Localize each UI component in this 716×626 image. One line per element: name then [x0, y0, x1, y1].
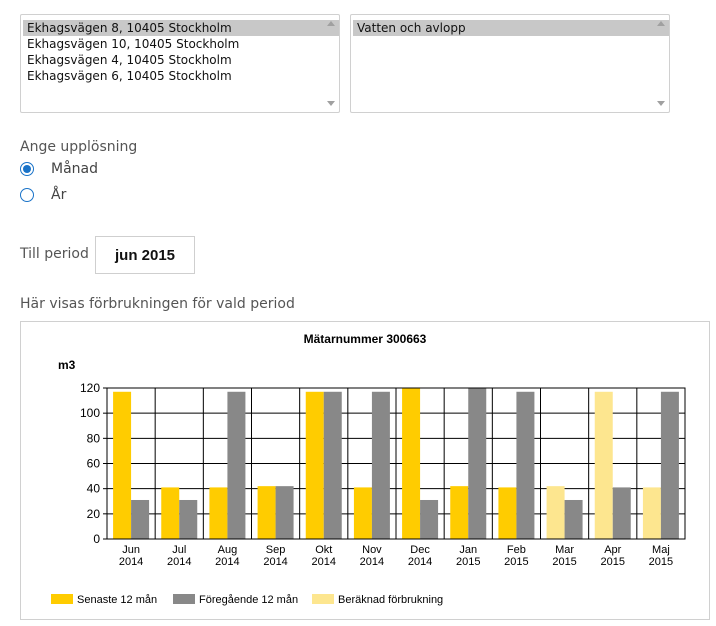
- bar-beraknad: [642, 487, 661, 539]
- bar-foregaende: [179, 499, 198, 539]
- x-tick-label: 2015: [456, 556, 480, 568]
- scroll-down-icon[interactable]: [657, 101, 665, 106]
- service-option[interactable]: Vatten och avlopp: [353, 20, 669, 36]
- y-tick-label: 0: [93, 532, 100, 546]
- y-tick-label: 100: [80, 406, 100, 420]
- address-option[interactable]: Ekhagsvägen 6, 10405 Stockholm: [27, 69, 232, 83]
- bar-foregaende: [323, 391, 342, 539]
- bar-senaste: [402, 388, 421, 539]
- address-option[interactable]: Ekhagsvägen 8, 10405 Stockholm: [23, 20, 339, 36]
- address-option[interactable]: Ekhagsvägen 4, 10405 Stockholm: [27, 53, 232, 67]
- x-tick-label: 2015: [552, 556, 576, 568]
- y-tick-label: 40: [87, 482, 101, 496]
- radio-month[interactable]: Månad: [20, 159, 98, 179]
- x-tick-label: Apr: [604, 544, 621, 556]
- bar-foregaende: [371, 391, 390, 539]
- x-tick-label: 2014: [167, 556, 191, 568]
- radio-checked-icon[interactable]: [20, 162, 34, 176]
- x-tick-label: Okt: [315, 544, 332, 556]
- bar-foregaende: [420, 499, 439, 539]
- x-tick-label: 2014: [263, 556, 287, 568]
- address-listbox[interactable]: Ekhagsvägen 8, 10405 Stockholm Ekhagsväge…: [20, 14, 340, 113]
- resolution-heading: Ange upplösning: [20, 139, 138, 155]
- y-tick-label: 60: [87, 457, 101, 471]
- radio-year-label: År: [51, 187, 67, 203]
- legend-entry: Senaste 12 mån: [77, 594, 157, 606]
- bar-senaste: [113, 391, 132, 539]
- x-tick-label: Jun: [122, 544, 140, 556]
- legend-swatch: [173, 594, 195, 604]
- bar-foregaende: [275, 486, 294, 539]
- x-tick-label: Maj: [652, 544, 670, 556]
- x-tick-label: Feb: [507, 544, 526, 556]
- bar-foregaende: [131, 499, 150, 539]
- y-tick-label: 20: [87, 507, 101, 521]
- y-tick-label: 120: [80, 381, 100, 395]
- x-tick-label: 2014: [312, 556, 336, 568]
- bar-foregaende: [660, 391, 679, 539]
- service-listbox[interactable]: Vatten och avlopp: [350, 14, 670, 113]
- x-tick-label: 2014: [360, 556, 384, 568]
- bar-beraknad: [546, 486, 565, 539]
- scroll-up-icon[interactable]: [327, 21, 335, 26]
- x-tick-label: 2014: [408, 556, 432, 568]
- bar-foregaende: [564, 499, 583, 539]
- consumption-heading: Här visas förbrukningen för vald period: [20, 296, 295, 312]
- x-tick-label: Sep: [266, 544, 286, 556]
- x-tick-label: Aug: [218, 544, 238, 556]
- x-tick-label: 2015: [601, 556, 625, 568]
- legend-swatch: [312, 594, 334, 604]
- plot-border: [106, 387, 686, 540]
- legend-entry: Föregående 12 mån: [199, 594, 298, 606]
- period-label: Till period: [20, 246, 89, 262]
- bar-senaste: [450, 486, 469, 539]
- bar-senaste: [161, 487, 180, 539]
- period-input[interactable]: jun 2015: [95, 236, 195, 274]
- address-option[interactable]: Ekhagsvägen 10, 10405 Stockholm: [27, 37, 240, 51]
- x-tick-label: Mar: [555, 544, 574, 556]
- x-tick-label: 2015: [504, 556, 528, 568]
- legend-swatch: [51, 594, 73, 604]
- x-tick-label: 2014: [119, 556, 143, 568]
- radio-year[interactable]: År: [20, 185, 66, 205]
- consumption-chart: Mätarnummer 300663m3020406080100120Jun20…: [51, 332, 686, 606]
- x-tick-label: 2014: [215, 556, 239, 568]
- bar-senaste: [498, 487, 517, 539]
- bar-beraknad: [594, 391, 613, 539]
- radio-month-label: Månad: [51, 161, 98, 177]
- bar-foregaende: [516, 391, 535, 539]
- y-tick-label: 80: [87, 431, 101, 445]
- scroll-down-icon[interactable]: [327, 101, 335, 106]
- bar-foregaende: [612, 487, 631, 539]
- y-axis-label: m3: [58, 358, 76, 372]
- bar-senaste: [209, 487, 228, 539]
- x-tick-label: Nov: [362, 544, 382, 556]
- bar-foregaende: [227, 391, 246, 539]
- scroll-up-icon[interactable]: [657, 21, 665, 26]
- bar-senaste: [257, 486, 276, 539]
- x-tick-label: Dec: [410, 544, 430, 556]
- bar-foregaende: [468, 388, 487, 539]
- bar-senaste: [353, 487, 372, 539]
- x-tick-label: Jul: [172, 544, 186, 556]
- radio-unchecked-icon[interactable]: [20, 188, 34, 202]
- chart-title: Mätarnummer 300663: [304, 332, 427, 346]
- x-tick-label: Jan: [459, 544, 477, 556]
- x-tick-label: 2015: [649, 556, 673, 568]
- chart-panel: Mätarnummer 300663 m3 0 20 40 60 80 100 120 Jun 20…: [20, 321, 710, 620]
- bar-senaste: [305, 391, 324, 539]
- period-value: jun 2015: [114, 246, 176, 264]
- legend-entry: Beräknad förbrukning: [338, 594, 443, 606]
